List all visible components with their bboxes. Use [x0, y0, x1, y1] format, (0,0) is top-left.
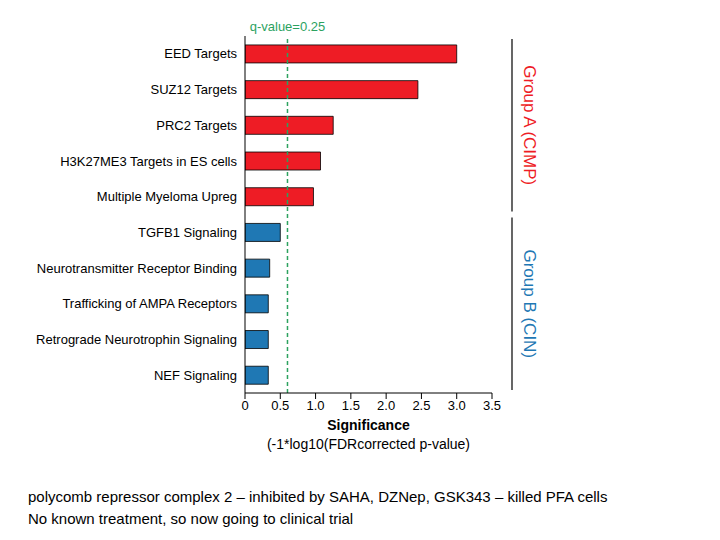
- svg-text:Group B (CIN): Group B (CIN): [520, 249, 539, 358]
- svg-text:q-value=0.25: q-value=0.25: [250, 19, 326, 34]
- svg-text:Group A (CIMP): Group A (CIMP): [520, 65, 539, 185]
- svg-text:EED Targets: EED Targets: [164, 46, 237, 61]
- svg-text:Retrograde Neurotrophin Signal: Retrograde Neurotrophin Signaling: [36, 332, 237, 347]
- svg-text:SUZ12 Targets: SUZ12 Targets: [151, 82, 238, 97]
- svg-text:(-1*log10(FDRcorrected p-value: (-1*log10(FDRcorrected p-value): [267, 436, 470, 452]
- svg-text:0.5: 0.5: [271, 398, 289, 413]
- svg-text:Multiple Myeloma Upreg: Multiple Myeloma Upreg: [97, 189, 237, 204]
- svg-text:3.5: 3.5: [483, 398, 501, 413]
- svg-text:3.0: 3.0: [448, 398, 466, 413]
- svg-text:1.5: 1.5: [342, 398, 360, 413]
- svg-text:No known treatment, so now goi: No known treatment, so now going to clin…: [28, 510, 353, 527]
- svg-text:Significance: Significance: [327, 417, 410, 433]
- svg-text:PRC2 Targets: PRC2 Targets: [156, 118, 237, 133]
- svg-text:Trafficking of AMPA Receptors: Trafficking of AMPA Receptors: [62, 296, 237, 311]
- svg-text:polycomb repressor complex 2 –: polycomb repressor complex 2 – inhibited…: [28, 488, 607, 505]
- svg-text:Neurotransmitter Receptor Bind: Neurotransmitter Receptor Binding: [37, 261, 237, 276]
- svg-text:NEF Signaling: NEF Signaling: [154, 368, 237, 383]
- svg-text:1.0: 1.0: [307, 398, 325, 413]
- svg-text:2.5: 2.5: [412, 398, 430, 413]
- svg-text:0: 0: [241, 398, 248, 413]
- svg-text:H3K27ME3 Targets in ES cells: H3K27ME3 Targets in ES cells: [60, 154, 237, 169]
- svg-text:2.0: 2.0: [377, 398, 395, 413]
- svg-text:TGFB1 Signaling: TGFB1 Signaling: [138, 225, 237, 240]
